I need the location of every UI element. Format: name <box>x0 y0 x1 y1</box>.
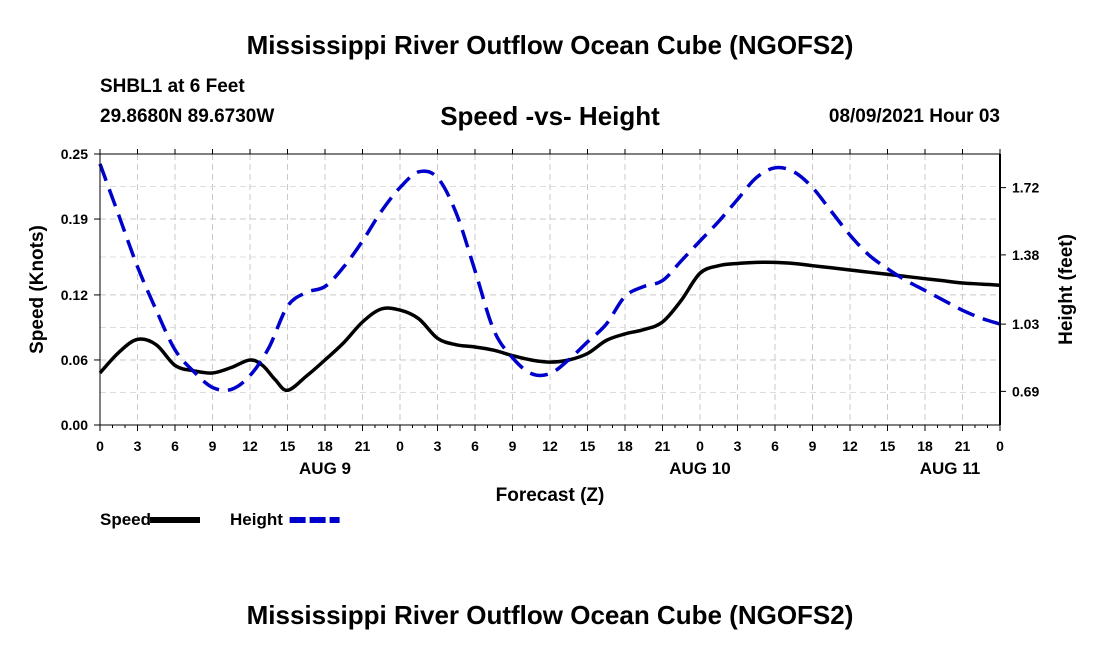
footer-title: Mississippi River Outflow Ocean Cube (NG… <box>246 600 854 630</box>
y2-tick-label: 1.72 <box>1012 180 1039 196</box>
series-line-height <box>98 163 1001 393</box>
chart-main-title: Mississippi River Outflow Ocean Cube (NG… <box>246 30 854 60</box>
y2-tick-label: 0.69 <box>1012 383 1039 399</box>
y-tick-label: 0.12 <box>61 287 88 303</box>
x-tick-label: 0 <box>396 438 404 454</box>
x-tick-label: 12 <box>842 438 858 454</box>
x-tick-label: 9 <box>209 438 217 454</box>
y-tick-label: 0.19 <box>61 211 88 227</box>
y-tick-label: 0.00 <box>61 417 88 433</box>
axes <box>94 149 1006 431</box>
date-label: AUG 9 <box>299 459 351 478</box>
x-tick-label: 15 <box>580 438 596 454</box>
x-tick-label: 18 <box>317 438 333 454</box>
date-label: AUG 11 <box>920 459 980 478</box>
x-tick-label: 6 <box>771 438 779 454</box>
forecast-datetime: 08/09/2021 Hour 03 <box>828 106 1000 127</box>
series-layer <box>98 163 1001 393</box>
y2-tick-label: 1.38 <box>1012 247 1039 263</box>
x-tick-label: 21 <box>955 438 971 454</box>
x-tick-label: 18 <box>617 438 633 454</box>
date-label: AUG 10 <box>669 459 730 478</box>
x-tick-label: 15 <box>880 438 896 454</box>
x-tick-label: 12 <box>242 438 258 454</box>
series-line-speed <box>98 260 1001 393</box>
x-tick-label: 9 <box>509 438 517 454</box>
y2-axis-title: Height (feet) <box>1056 234 1077 345</box>
x-tick-label: 0 <box>696 438 704 454</box>
grid-lines <box>100 154 1000 425</box>
x-tick-label: 3 <box>434 438 442 454</box>
legend-label-speed: Speed <box>100 510 151 529</box>
y-axis-title: Speed (Knots) <box>27 225 48 354</box>
legend: Speed Height <box>100 510 340 529</box>
x-tick-label: 3 <box>134 438 142 454</box>
y-tick-label: 0.06 <box>61 352 88 368</box>
x-tick-label: 15 <box>280 438 296 454</box>
x-tick-label: 12 <box>542 438 558 454</box>
chart-subtitle: Speed -vs- Height <box>440 101 660 131</box>
x-tick-label: 0 <box>96 438 104 454</box>
x-tick-label: 21 <box>355 438 371 454</box>
x-tick-label: 6 <box>471 438 479 454</box>
station-name: SHBL1 at 6 Feet <box>100 76 245 97</box>
y2-tick-label: 1.03 <box>1012 316 1039 332</box>
x-tick-label: 9 <box>809 438 817 454</box>
station-coordinates: 29.8680N 89.6730W <box>100 106 275 127</box>
x-tick-label: 21 <box>655 438 671 454</box>
x-tick-label: 0 <box>996 438 1004 454</box>
axis-labels: 0 3 6 9 12 15 18 21 0 3 6 9 12 15 18 21 0 3 6 9 12 15 18 21 0 0.0… <box>27 146 1077 506</box>
x-tick-label: 18 <box>917 438 933 454</box>
y-tick-label: 0.25 <box>61 146 88 162</box>
legend-label-height: Height <box>230 510 283 529</box>
x-tick-label: 6 <box>171 438 179 454</box>
x-tick-label: 3 <box>734 438 742 454</box>
x-axis-title: Forecast (Z) <box>496 485 605 506</box>
